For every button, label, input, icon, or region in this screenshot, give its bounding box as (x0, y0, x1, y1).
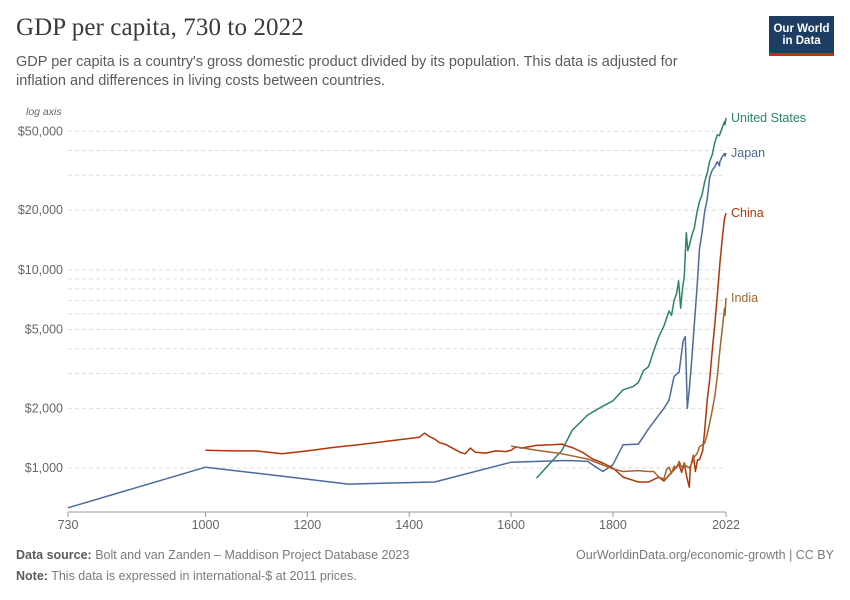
logo-line-1: Our World (773, 22, 830, 35)
x-tick-label: 1600 (497, 518, 525, 532)
note-text: This data is expressed in international-… (51, 569, 357, 583)
footnote: Note: This data is expressed in internat… (16, 569, 357, 583)
x-tick-label: 1200 (293, 518, 321, 532)
x-tick-label: 1000 (192, 518, 220, 532)
chart-title: GDP per capita, 730 to 2022 (16, 14, 304, 41)
x-tick-label: 2022 (712, 518, 740, 532)
owid-logo[interactable]: Our World in Data (769, 16, 834, 56)
y-tick-label: $2,000 (25, 401, 63, 415)
attribution-link[interactable]: OurWorldinData.org/economic-growth | CC … (576, 548, 834, 562)
series-line-china[interactable] (205, 212, 727, 488)
y-tick-label: $10,000 (18, 263, 63, 277)
series-label-japan: Japan (731, 146, 765, 160)
y-tick-label: $50,000 (18, 124, 63, 138)
note-label: Note: (16, 569, 48, 583)
y-tick-label: $20,000 (18, 203, 63, 217)
series-label-united-states: United States (731, 111, 806, 125)
series-line-united-states[interactable] (535, 117, 727, 479)
y-tick-label: $5,000 (25, 322, 63, 336)
data-source: Data source: Bolt and van Zanden – Maddi… (16, 548, 409, 562)
axis-note: log axis (26, 106, 62, 118)
logo-line-2: in Data (782, 34, 821, 47)
series-label-india: India (731, 291, 758, 305)
series-label-china: China (731, 206, 764, 220)
x-tick-label: 730 (58, 518, 79, 532)
data-source-label: Data source: (16, 548, 92, 562)
series-line-india[interactable] (510, 298, 727, 480)
series-line-japan[interactable] (67, 152, 727, 509)
data-source-text: Bolt and van Zanden – Maddison Project D… (95, 548, 410, 562)
line-chart: log axis $1,000 $2,000 $5,000 $10,000 $20,000… (18, 106, 806, 532)
chart-subtitle: GDP per capita is a country's gross dome… (16, 54, 678, 89)
x-tick-label: 1400 (395, 518, 423, 532)
y-tick-label: $1,000 (25, 461, 63, 475)
x-tick-label: 1800 (599, 518, 627, 532)
